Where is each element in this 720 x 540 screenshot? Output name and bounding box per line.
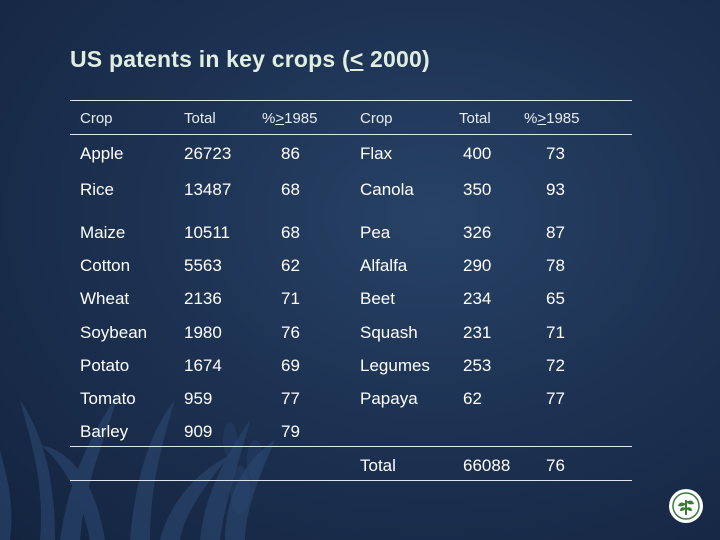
table-cell-total: 5563: [184, 256, 222, 275]
slide-title: US patents in key crops (< 2000): [70, 46, 430, 72]
table-cell-pct: 86: [281, 144, 300, 163]
table-cell-crop: Apple: [80, 144, 124, 163]
table-cell-total: 326: [463, 223, 492, 242]
table-cell-pct: 79: [281, 422, 300, 441]
summary-label: Total: [360, 456, 396, 475]
table-cell-crop: Papaya: [360, 389, 418, 408]
table-cell-crop: Rice: [80, 180, 115, 199]
summary-total: 66088: [463, 456, 511, 475]
table-header-rule: [70, 134, 632, 135]
organization-logo-icon: [669, 489, 703, 523]
header-total-1: Total: [184, 110, 216, 127]
table-cell-crop: Flax: [360, 144, 393, 163]
table-cell-pct: 62: [281, 256, 300, 275]
table-cell-crop: Alfalfa: [360, 256, 408, 275]
table-cell-total: 231: [463, 323, 492, 342]
table-cell-pct: 76: [281, 323, 300, 342]
summary-pct: 76: [546, 456, 565, 475]
table-cell-crop: Canola: [360, 180, 414, 199]
table-cell-total: 400: [463, 144, 492, 163]
table-cell-crop: Barley: [80, 422, 129, 441]
table-cell-total: 1980: [184, 323, 222, 342]
table-cell-crop: Maize: [80, 223, 126, 242]
table-cell-pct: 87: [546, 223, 565, 242]
table-cell-crop: Cotton: [80, 256, 131, 275]
table-cell-total: 2136: [184, 289, 222, 308]
table-cell-total: 959: [184, 389, 213, 408]
table-cell-crop: Pea: [360, 223, 391, 242]
table-cell-total: 26723: [184, 144, 232, 163]
table-cell-pct: 68: [281, 223, 300, 242]
table-cell-pct: 72: [546, 356, 565, 375]
plant-silhouette-graphic: [0, 390, 275, 540]
table-cell-pct: 73: [546, 144, 565, 163]
table-cell-total: 62: [463, 389, 482, 408]
header-crop-1: Crop: [80, 110, 113, 127]
header-crop-2: Crop: [360, 110, 393, 127]
table-cell-total: 10511: [184, 223, 231, 242]
table-cell-total: 253: [463, 356, 492, 375]
header-total-2: Total: [459, 110, 491, 127]
header-pct-1: %>1985: [262, 110, 318, 127]
table-cell-crop: Tomato: [80, 389, 136, 408]
table-cell-pct: 71: [281, 289, 300, 308]
table-cell-total: 909: [184, 422, 213, 441]
table-cell-crop: Beet: [360, 289, 395, 308]
table-cell-crop: Soybean: [80, 323, 148, 342]
table-cell-crop: Potato: [80, 356, 130, 375]
header-pct-2: %>1985: [524, 110, 580, 127]
table-cell-pct: 93: [546, 180, 565, 199]
table-cell-pct: 69: [281, 356, 300, 375]
table-cell-crop: Wheat: [80, 289, 130, 308]
table-cell-pct: 77: [281, 389, 300, 408]
table-cell-pct: 78: [546, 256, 565, 275]
table-summary-rule: [70, 446, 632, 447]
table-cell-total: 1674: [184, 356, 222, 375]
table-cell-total: 350: [463, 180, 492, 199]
table-cell-pct: 71: [546, 323, 565, 342]
table-cell-pct: 77: [546, 389, 565, 408]
table-cell-crop: Squash: [360, 323, 418, 342]
table-cell-crop: Legumes: [360, 356, 430, 375]
table-cell-pct: 68: [281, 180, 300, 199]
table-bottom-rule: [70, 480, 632, 481]
table-cell-total: 234: [463, 289, 492, 308]
table-cell-total: 13487: [184, 180, 232, 199]
table-cell-pct: 65: [546, 289, 565, 308]
table-top-rule: [70, 100, 632, 101]
table-cell-total: 290: [463, 256, 492, 275]
